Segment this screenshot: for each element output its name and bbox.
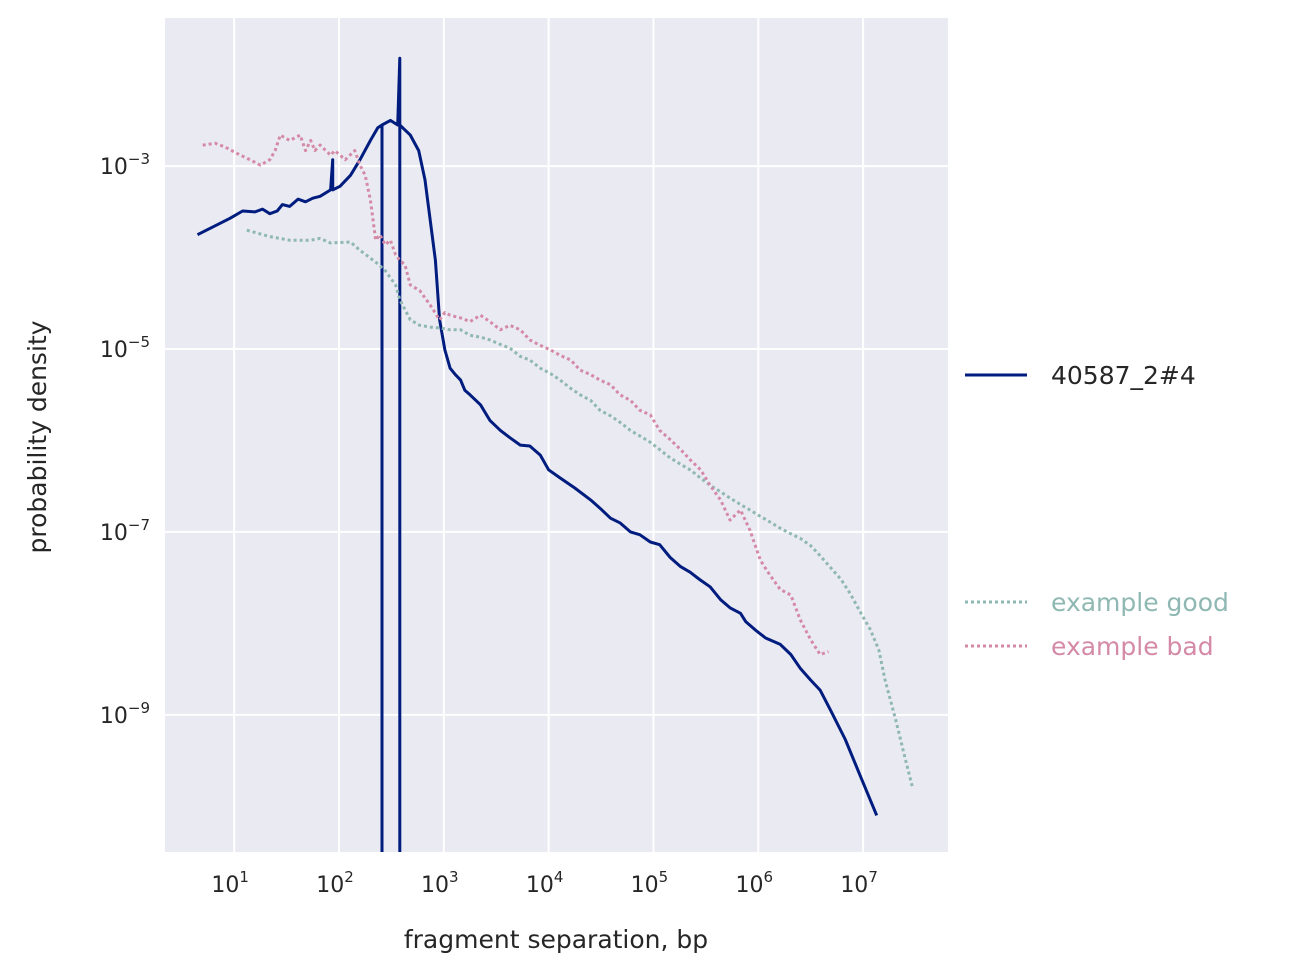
x-tick-label: 107 (840, 868, 878, 898)
x-tick-label: 104 (526, 868, 564, 898)
y-tick-labels: 10−3 10−5 10−7 10−9 (100, 150, 150, 729)
x-tick-label: 105 (631, 868, 669, 898)
legend-label: example bad (1051, 632, 1214, 661)
y-tick-label: 10−9 (100, 699, 150, 729)
legend-label: 40587_2#4 (1051, 361, 1196, 390)
x-tick-labels: 101 102 103 104 105 106 107 (211, 868, 877, 898)
x-tick-label: 106 (736, 868, 774, 898)
x-tick-label: 103 (421, 868, 459, 898)
series-line-2 (202, 133, 829, 656)
series-line-1 (246, 228, 914, 788)
legend-label: example good (1051, 588, 1229, 617)
y-tick-label: 10−7 (100, 516, 150, 546)
y-tick-label: 10−3 (100, 150, 150, 180)
x-tick-label: 102 (316, 868, 354, 898)
series-line-0 (196, 56, 879, 852)
x-axis-label: fragment separation, bp (404, 925, 708, 954)
y-tick-label: 10−5 (100, 333, 150, 363)
series-lines (196, 56, 914, 852)
plot-area (165, 18, 948, 852)
x-tick-label: 101 (211, 868, 249, 898)
y-axis-label: probability density (23, 320, 52, 553)
gridlines (165, 18, 948, 852)
